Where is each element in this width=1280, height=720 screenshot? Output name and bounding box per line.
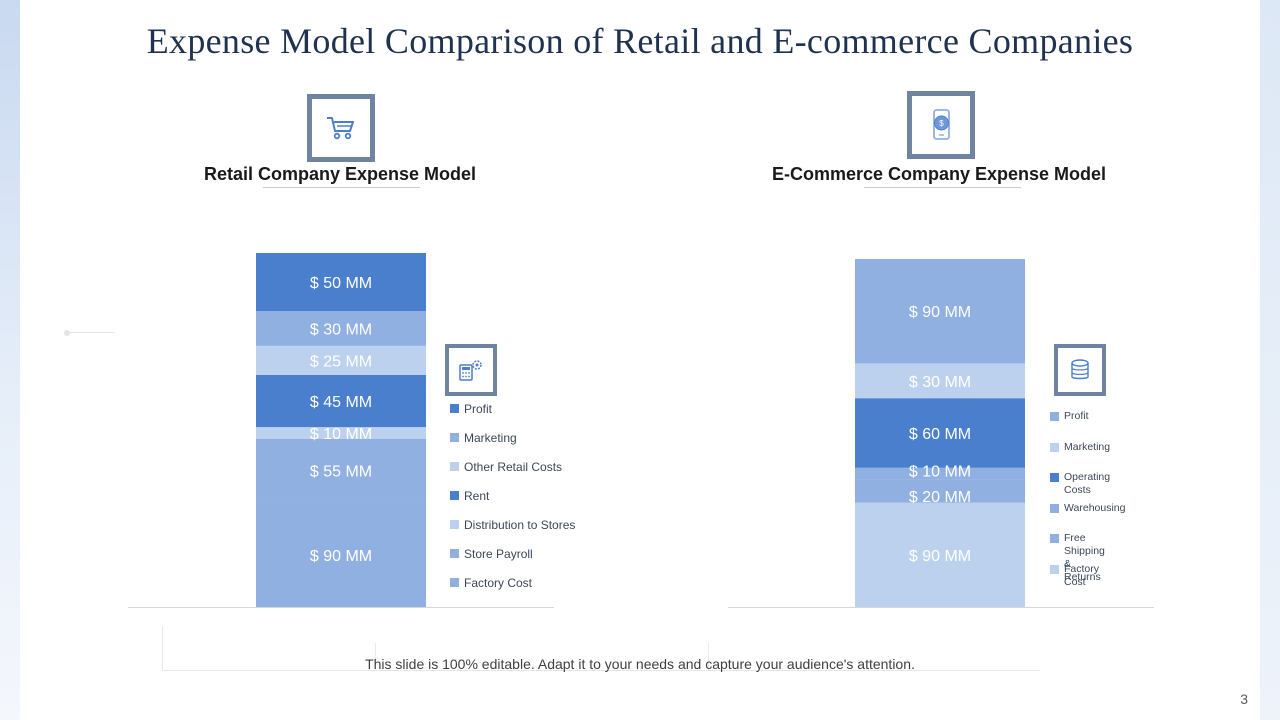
data-label: $ 90 MM — [909, 304, 971, 321]
bar-segment-warehousing — [855, 467, 1025, 480]
retail-chart-title: Retail Company Expense Model — [203, 164, 477, 184]
footer-divider — [375, 643, 376, 671]
legend-swatch — [450, 491, 459, 500]
legend-label: Factory Cost — [1064, 562, 1100, 588]
legend-label: Operating Costs — [1064, 471, 1111, 496]
retail-title-underline — [263, 187, 420, 188]
legend-swatch — [1050, 534, 1059, 543]
legend-swatch — [1050, 412, 1059, 421]
legend-label: Warehousing — [1064, 501, 1126, 514]
footer-divider — [708, 643, 709, 671]
data-label: $ 30 MM — [310, 321, 372, 338]
legend-item: Factory Cost — [450, 576, 532, 590]
legend-item: Rent — [450, 489, 489, 503]
ecommerce-baseline — [728, 607, 1154, 608]
bar-segment-profit — [855, 259, 1025, 364]
data-label: $ 25 MM — [310, 353, 372, 370]
bar-segment-free-shipping-returns — [855, 479, 1025, 503]
footer-box — [162, 627, 1040, 671]
legend-label: Profit — [464, 402, 493, 416]
legend-item: Profit — [1050, 410, 1089, 423]
mobile-payment-icon: $ — [907, 91, 975, 159]
svg-text:$: $ — [939, 119, 944, 128]
data-label: $ 45 MM — [310, 394, 372, 411]
legend-item: Factory Cost — [1050, 563, 1099, 589]
bar-segment-factory-cost — [855, 502, 1025, 607]
legend-label: Store Payroll — [464, 547, 533, 561]
calculator-gear-icon — [445, 344, 497, 396]
bar-segment-factory-cost — [256, 502, 426, 607]
bar-segment-marketing — [256, 311, 426, 346]
data-label: $ 20 MM — [909, 489, 971, 506]
shopping-cart-icon — [307, 94, 375, 162]
legend-item: Free Shipping & Returns — [1050, 532, 1105, 584]
legend-item: Warehousing — [1050, 502, 1125, 515]
legend-item: Distribution to Stores — [450, 518, 575, 532]
legend-item: Marketing — [1050, 441, 1110, 454]
footer-text: This slide is 100% editable. Adapt it to… — [365, 656, 915, 672]
data-label: $ 90 MM — [909, 548, 971, 565]
bar-segment-rent — [256, 374, 426, 428]
bar-segment-profit — [256, 253, 426, 312]
legend-label: Free Shipping & Returns — [1064, 532, 1105, 583]
legend-item: Profit — [450, 402, 492, 416]
decor-dot — [64, 330, 70, 336]
legend-label: Profit — [1064, 410, 1089, 422]
bar-segment-operating-costs — [855, 398, 1025, 468]
legend-swatch — [1050, 473, 1059, 482]
legend-swatch — [450, 462, 459, 471]
bar-segment-marketing — [855, 363, 1025, 399]
legend-swatch — [450, 549, 459, 558]
legend-item: Store Payroll — [450, 547, 533, 561]
left-decor-band — [0, 0, 20, 720]
data-label: $ 30 MM — [909, 374, 971, 391]
data-label: $ 50 MM — [310, 275, 372, 292]
legend-label: Marketing — [464, 431, 517, 445]
right-decor-band — [1260, 0, 1280, 720]
data-label: $ 55 MM — [310, 464, 372, 481]
coin-stack-icon — [1054, 344, 1106, 396]
legend-item: Other Retail Costs — [450, 460, 562, 474]
legend-swatch — [450, 578, 459, 587]
page-number: 3 — [1240, 691, 1248, 707]
bar-segment-store-payroll — [256, 438, 426, 503]
legend-swatch — [450, 404, 459, 413]
legend-label: Other Retail Costs — [464, 460, 563, 474]
ecommerce-chart-title: E-Commerce Company Expense Model — [771, 164, 1107, 184]
bar-segment-distribution-to-stores — [256, 427, 426, 439]
legend-swatch — [450, 433, 459, 442]
legend-label: Rent — [464, 489, 490, 503]
legend-label: Marketing — [1064, 440, 1111, 453]
legend-label: Distribution to Stores — [464, 518, 576, 532]
legend-swatch — [1050, 503, 1059, 513]
data-label: $ 60 MM — [909, 426, 971, 443]
legend-label: Factory Cost — [464, 576, 533, 590]
bar-segment-other-retail-costs — [256, 345, 426, 375]
legend-item: Operating Costs — [1050, 471, 1110, 497]
legend-swatch — [1050, 564, 1059, 574]
legend-swatch — [1050, 442, 1059, 452]
data-label: $ 10 MM — [909, 464, 971, 481]
legend-item: Marketing — [450, 431, 517, 445]
slide-title: Expense Model Comparison of Retail and E… — [146, 21, 1134, 61]
data-label: $ 90 MM — [310, 548, 372, 565]
retail-baseline — [128, 607, 554, 608]
legend-swatch — [450, 520, 459, 529]
data-label: $ 10 MM — [310, 426, 372, 443]
ecommerce-title-underline — [864, 187, 1021, 188]
decor-line — [70, 332, 114, 333]
